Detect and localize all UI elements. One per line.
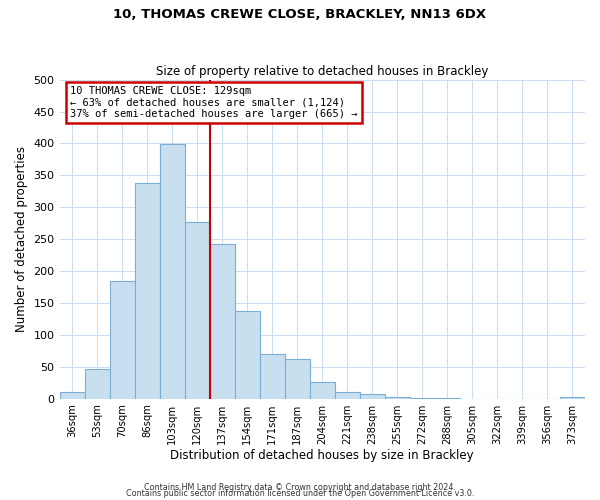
Text: 10 THOMAS CREWE CLOSE: 129sqm
← 63% of detached houses are smaller (1,124)
37% o: 10 THOMAS CREWE CLOSE: 129sqm ← 63% of d… <box>70 86 358 119</box>
Text: Contains public sector information licensed under the Open Government Licence v3: Contains public sector information licen… <box>126 490 474 498</box>
Bar <box>185 222 209 398</box>
Bar <box>209 244 235 398</box>
Bar <box>160 144 185 399</box>
Text: 10, THOMAS CREWE CLOSE, BRACKLEY, NN13 6DX: 10, THOMAS CREWE CLOSE, BRACKLEY, NN13 6… <box>113 8 487 20</box>
Bar <box>85 370 110 398</box>
Bar <box>360 394 385 398</box>
Bar <box>110 280 134 398</box>
Text: Contains HM Land Registry data © Crown copyright and database right 2024.: Contains HM Land Registry data © Crown c… <box>144 484 456 492</box>
Bar <box>310 382 335 398</box>
Y-axis label: Number of detached properties: Number of detached properties <box>15 146 28 332</box>
Bar <box>335 392 360 398</box>
Bar <box>134 183 160 398</box>
Bar <box>59 392 85 398</box>
Bar <box>235 312 260 398</box>
Bar <box>260 354 285 399</box>
Bar <box>285 359 310 399</box>
Title: Size of property relative to detached houses in Brackley: Size of property relative to detached ho… <box>156 66 488 78</box>
X-axis label: Distribution of detached houses by size in Brackley: Distribution of detached houses by size … <box>170 450 474 462</box>
